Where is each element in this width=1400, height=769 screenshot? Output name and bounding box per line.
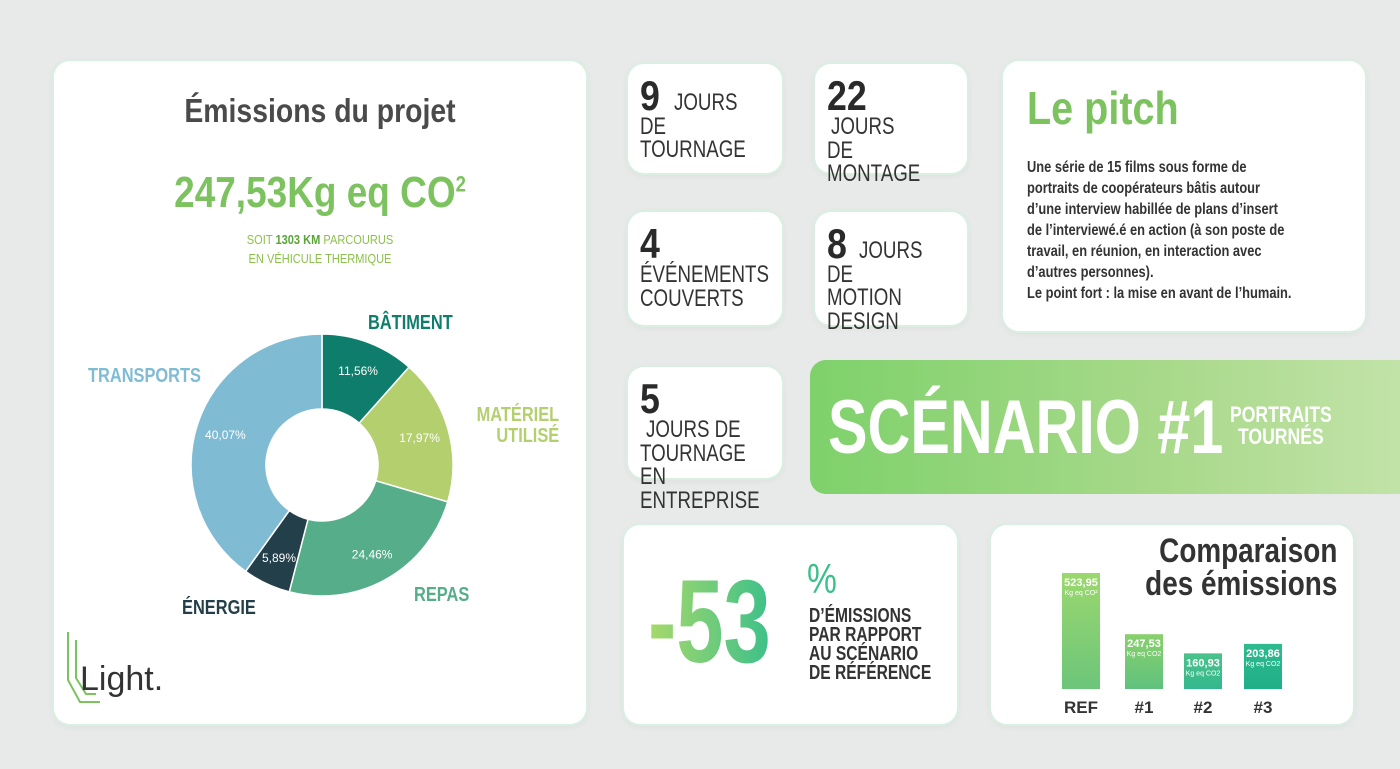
stat-number: 8 <box>827 220 847 267</box>
stat-text2: TOURNAGE EN <box>640 440 746 490</box>
comparison-category-label: #1 <box>1135 698 1154 717</box>
stat-text1: JOURS DE <box>646 416 741 443</box>
donut-value-label: 17,97% <box>399 431 440 445</box>
emissions-total: 247,53Kg eq CO2 <box>97 168 544 218</box>
pitch-line: travail, en réunion, en interaction avec <box>1027 243 1262 260</box>
comparison-unit-label: Kg eq CO² <box>1064 590 1098 597</box>
sub-suffix: PARCOURUS <box>323 232 394 247</box>
comparison-category-label: #3 <box>1254 698 1273 717</box>
donut-value-label: 11,56% <box>338 364 378 378</box>
pitch-title: Le pitch <box>1027 82 1179 134</box>
scenario-subtitle: PORTRAITS TOURNÉS <box>1230 404 1332 448</box>
label-batiment: BÂTIMENT <box>368 312 453 334</box>
pitch-card: Le pitch Une série de 15 films sous form… <box>1003 61 1365 331</box>
pitch-line: de l’interviewé.é en action (à son poste… <box>1027 222 1285 239</box>
comparison-title-line1: Comparaison <box>1158 532 1337 570</box>
label-materiel-line: MATÉRIEL <box>476 404 560 426</box>
stat-card-entreprise: 5 JOURS DE TOURNAGE EN ENTREPRISE <box>628 367 782 513</box>
comparison-value-label: 523,95 <box>1064 577 1098 589</box>
donut-slice <box>190 333 323 573</box>
stat-text2: DE TOURNAGE <box>640 113 746 163</box>
pitch-body: Une série de 15 films sous forme de port… <box>1027 157 1342 304</box>
comparison-bar <box>1062 573 1100 689</box>
pitch-line: d’autres personnes). <box>1027 264 1154 281</box>
stat-text2: ÉVÉNEMENTS <box>640 261 769 288</box>
comparison-value-label: 160,93 <box>1186 657 1220 669</box>
light-logo: Light. <box>67 632 163 703</box>
comparison-title-line2: des émissions <box>1144 565 1337 603</box>
stat-text1: JOURS <box>831 113 895 140</box>
comparison-unit-label: Kg eq CO2 <box>1127 651 1162 658</box>
stat-card-evenements: 4 ÉVÉNEMENTS COUVERTS <box>628 212 782 325</box>
stat-text3: ENTREPRISE <box>640 487 760 514</box>
comparison-card: Comparaison des émissions 523,95 Kg eq CO… <box>991 525 1353 724</box>
comparison-bar <box>1184 653 1222 689</box>
sub-km: 1303 KM <box>275 232 321 247</box>
reduction-value: -53 <box>648 556 771 688</box>
comparison-bar <box>1244 643 1282 689</box>
scenario-sub1: PORTRAITS <box>1230 402 1332 427</box>
stat-text3: COUVERTS <box>640 285 744 312</box>
stat-text2: DE MOTION <box>827 261 902 311</box>
donut-value-label: 5,89% <box>262 551 296 565</box>
stat-card-tournage: 9 JOURS DE TOURNAGE <box>628 64 782 173</box>
donut-slice <box>358 366 454 503</box>
scenario-banner: SCÉNARIO #1 PORTRAITS TOURNÉS <box>810 360 1400 494</box>
donut-slice <box>288 479 449 597</box>
reduction-text: D’ÉMISSIONS PAR RAPPORT AU SCÉNARIO DE R… <box>809 605 932 684</box>
reduction-percent: % <box>807 555 837 602</box>
stat-card-montage: 22 JOURS DE MONTAGE <box>815 64 967 186</box>
label-transports: TRANSPORTS <box>88 365 201 387</box>
sub-line2: EN VÉHICULE THERMIQUE <box>248 251 392 266</box>
stat-number: 5 <box>640 375 660 422</box>
stat-card-motion: 8 JOURS DE MOTION DESIGN <box>815 212 967 334</box>
emissions-title: Émissions du projet <box>184 92 456 129</box>
label-energie: ÉNERGIE <box>182 597 256 619</box>
reduction-line: PAR RAPPORT <box>809 624 922 646</box>
reduction-line: DE RÉFÉRENCE <box>809 662 932 684</box>
comparison-category-label: REF <box>1064 698 1098 717</box>
emissions-subtitle: SOIT 1303 KM PARCOURUS EN VÉHICULE THERM… <box>94 230 546 268</box>
reduction-card: -53 % D’ÉMISSIONS PAR RAPPORT AU SCÉNARI… <box>624 525 957 724</box>
donut-value-label: 24,46% <box>352 547 393 561</box>
stat-text3: DESIGN <box>827 308 899 335</box>
label-materiel: MATÉRIEL UTILISÉ <box>469 404 560 447</box>
scenario-title: SCÉNARIO #1 <box>828 385 1224 470</box>
label-repas: REPAS <box>414 584 470 606</box>
stat-number: 22 <box>827 72 867 119</box>
comparison-value-label: 247,53 <box>1127 638 1161 650</box>
comparison-category-label: #2 <box>1194 698 1213 717</box>
donut-value-label: 40,07% <box>205 428 246 442</box>
reduction-line: D’ÉMISSIONS <box>809 605 912 627</box>
comparison-unit-label: Kg eq CO2 <box>1186 670 1221 677</box>
emissions-total-sup: 2 <box>455 171 466 197</box>
stat-text1: JOURS <box>858 237 923 264</box>
comparison-title: Comparaison des émissions <box>1144 532 1337 603</box>
pitch-line: Une série de 15 films sous forme de <box>1027 159 1247 176</box>
label-materiel-line: UTILISÉ <box>496 425 560 447</box>
comparison-unit-label: Kg eq CO2 <box>1246 661 1281 668</box>
emissions-total-value: 247,53Kg eq CO <box>174 168 456 217</box>
comparison-bar <box>1125 634 1163 689</box>
pitch-line: d’une interview habillée de plans d’inse… <box>1027 201 1278 218</box>
pitch-line: Le point fort : la mise en avant de l’hu… <box>1027 285 1292 302</box>
pitch-line: portraits de coopérateurs bâtis autour <box>1027 180 1261 197</box>
comparison-value-label: 203,86 <box>1246 648 1280 660</box>
stat-text1: JOURS <box>673 89 738 116</box>
reduction-line: AU SCÉNARIO <box>809 643 919 665</box>
scenario-sub2: TOURNÉS <box>1237 424 1324 449</box>
logo-text: Light. <box>80 660 163 698</box>
stat-number: 9 <box>640 72 660 119</box>
stat-text2: DE MONTAGE <box>827 137 921 187</box>
sub-prefix: SOIT <box>246 232 273 247</box>
stat-number: 4 <box>640 220 660 267</box>
